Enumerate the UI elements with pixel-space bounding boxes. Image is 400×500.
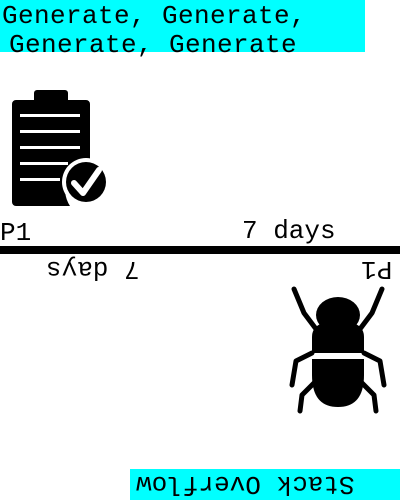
title-banner: Generate, Generate, Generate, Generate bbox=[0, 0, 365, 59]
title-line-1: Generate, Generate, bbox=[2, 1, 307, 31]
footer-label: Stack Overflow bbox=[136, 469, 355, 499]
duration-label-top: 7 days bbox=[242, 216, 336, 246]
bug-icon bbox=[289, 286, 387, 414]
duration-label-bottom: 7 days bbox=[46, 254, 140, 284]
title-line-2: Generate, Generate bbox=[9, 30, 298, 60]
priority-label-top: P1 bbox=[0, 218, 32, 248]
divider-bar bbox=[0, 246, 400, 254]
clipboard-check-icon bbox=[12, 90, 110, 206]
priority-label-bottom: P1 bbox=[361, 254, 393, 284]
footer-banner: Stack Overflow bbox=[130, 469, 400, 500]
